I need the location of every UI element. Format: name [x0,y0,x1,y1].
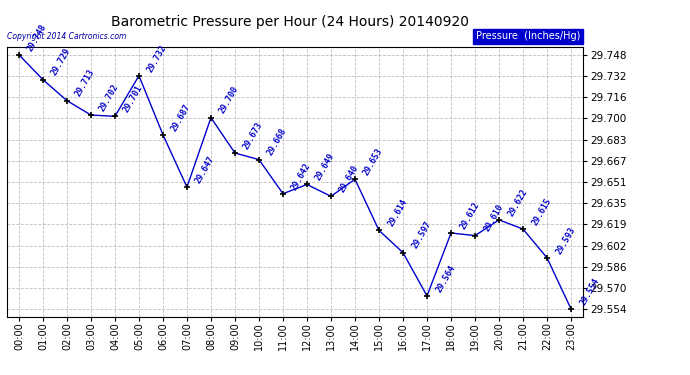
Text: 29.673: 29.673 [242,120,265,151]
Text: 29.622: 29.622 [506,187,529,218]
Text: 29.668: 29.668 [266,127,288,158]
Text: 29.647: 29.647 [194,154,217,185]
Text: 29.642: 29.642 [290,161,313,192]
Text: 29.732: 29.732 [146,43,168,74]
Text: 29.700: 29.700 [218,85,241,116]
Text: 29.713: 29.713 [74,68,97,99]
Text: 29.615: 29.615 [530,196,553,227]
Text: 29.614: 29.614 [386,198,408,228]
Text: 29.554: 29.554 [578,276,601,307]
Text: 29.612: 29.612 [458,200,481,231]
Text: 29.701: 29.701 [122,84,145,114]
Text: Barometric Pressure per Hour (24 Hours) 20140920: Barometric Pressure per Hour (24 Hours) … [111,15,469,29]
Text: 29.729: 29.729 [50,47,72,78]
Text: 29.748: 29.748 [26,22,48,53]
Text: 29.593: 29.593 [554,225,577,256]
Text: Pressure  (Inches/Hg): Pressure (Inches/Hg) [476,32,580,42]
Text: 29.610: 29.610 [482,203,505,234]
Text: 29.597: 29.597 [410,220,433,251]
Text: 29.640: 29.640 [338,164,361,194]
Text: 29.702: 29.702 [98,82,121,113]
Text: Copyright 2014 Cartronics.com: Copyright 2014 Cartronics.com [7,33,126,42]
Text: 29.649: 29.649 [314,152,337,182]
Text: 29.687: 29.687 [170,102,193,132]
Text: 29.653: 29.653 [362,147,385,177]
Text: 29.564: 29.564 [434,263,457,294]
